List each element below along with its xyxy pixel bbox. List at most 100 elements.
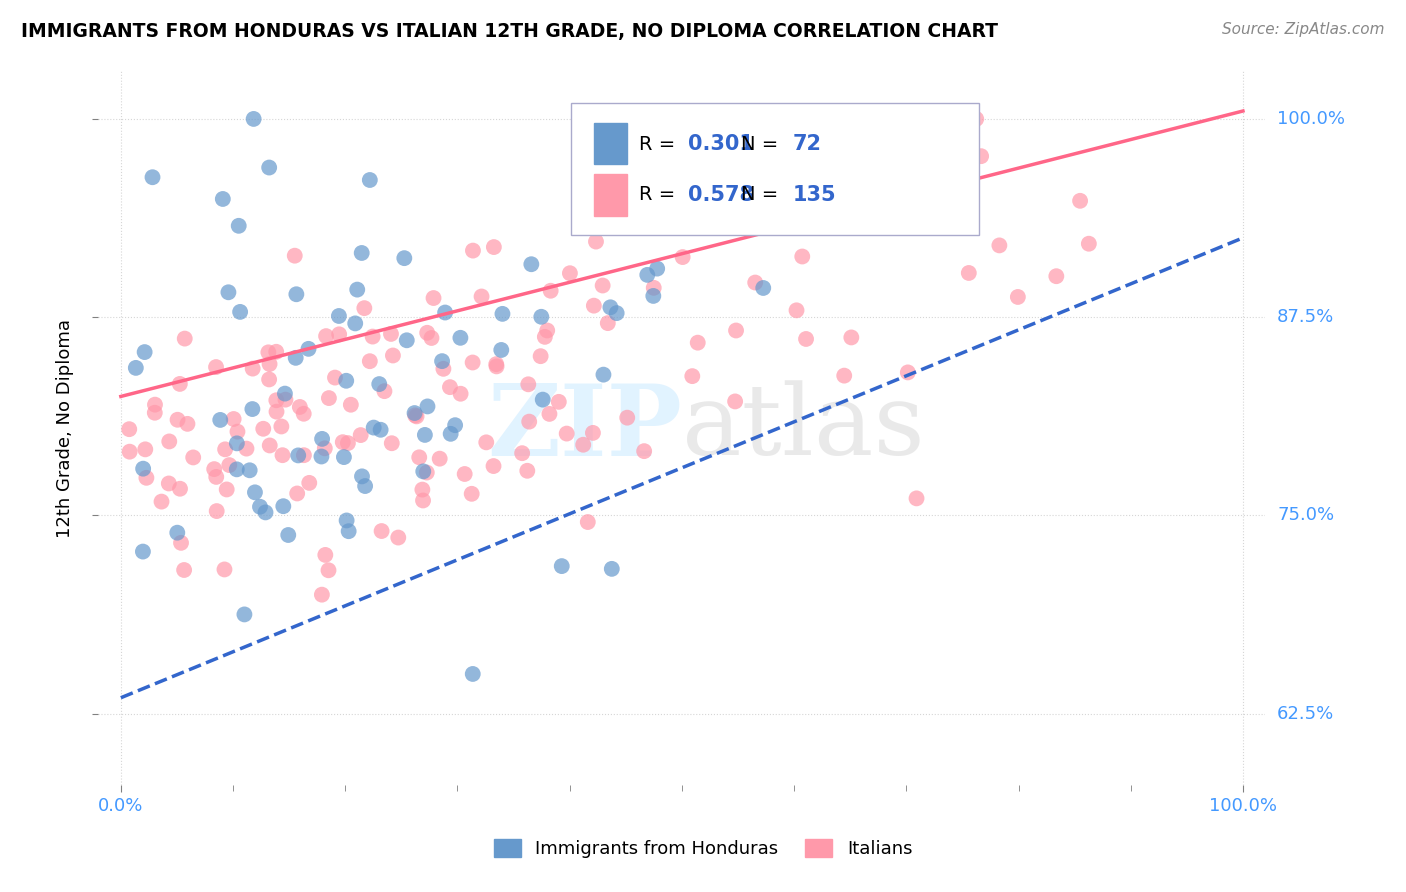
Point bbox=[413, 428, 436, 442]
Point bbox=[242, 361, 264, 376]
Point bbox=[905, 491, 928, 506]
Point bbox=[592, 278, 614, 293]
Point bbox=[724, 394, 747, 409]
Point bbox=[624, 182, 647, 196]
Point bbox=[292, 407, 315, 421]
Point bbox=[274, 392, 297, 407]
Point bbox=[135, 471, 157, 485]
Point bbox=[416, 400, 439, 414]
Point bbox=[243, 485, 266, 500]
Point bbox=[517, 415, 540, 429]
Point bbox=[257, 372, 280, 386]
Point bbox=[173, 563, 195, 577]
Text: 75.0%: 75.0% bbox=[1277, 507, 1334, 524]
Point bbox=[259, 357, 281, 371]
Point bbox=[839, 330, 862, 344]
Point bbox=[222, 412, 245, 426]
Point bbox=[516, 464, 538, 478]
Point bbox=[266, 393, 288, 408]
Text: R =: R = bbox=[638, 135, 682, 153]
Point bbox=[157, 434, 180, 449]
Point bbox=[166, 413, 188, 427]
Point bbox=[585, 235, 607, 249]
Point bbox=[461, 355, 484, 369]
Point bbox=[314, 442, 336, 456]
Point bbox=[336, 436, 359, 450]
Point bbox=[344, 317, 367, 331]
Point bbox=[434, 305, 457, 319]
Point bbox=[340, 398, 363, 412]
Point bbox=[416, 466, 439, 480]
Point bbox=[211, 192, 233, 206]
Point bbox=[404, 409, 426, 423]
Point bbox=[370, 423, 392, 437]
Point bbox=[957, 266, 980, 280]
Point bbox=[274, 386, 297, 401]
Point bbox=[132, 544, 155, 558]
Point bbox=[643, 289, 665, 303]
Point bbox=[616, 410, 638, 425]
Point bbox=[530, 349, 553, 363]
Point bbox=[209, 413, 232, 427]
Point bbox=[582, 425, 605, 440]
Point bbox=[633, 444, 655, 458]
Point bbox=[217, 285, 239, 300]
Text: 0.301: 0.301 bbox=[688, 134, 754, 154]
Point bbox=[405, 409, 427, 424]
Point bbox=[381, 349, 404, 363]
Point bbox=[252, 422, 274, 436]
Point bbox=[285, 486, 308, 500]
Point bbox=[538, 407, 561, 421]
Point bbox=[249, 500, 271, 514]
Point bbox=[430, 354, 453, 368]
Point bbox=[337, 524, 360, 539]
Point bbox=[284, 351, 307, 365]
Point bbox=[606, 306, 628, 320]
Point bbox=[832, 368, 855, 383]
Point bbox=[411, 483, 433, 497]
Point bbox=[599, 301, 621, 315]
Point bbox=[353, 301, 375, 315]
Point bbox=[440, 426, 463, 441]
Point bbox=[173, 332, 195, 346]
Point bbox=[285, 287, 308, 301]
Point bbox=[988, 238, 1011, 252]
Point bbox=[225, 436, 247, 450]
Point bbox=[540, 284, 562, 298]
Text: 62.5%: 62.5% bbox=[1277, 705, 1334, 723]
Point bbox=[314, 548, 336, 562]
Point bbox=[297, 342, 319, 356]
Point bbox=[897, 365, 920, 379]
Point bbox=[475, 435, 498, 450]
Point bbox=[132, 461, 155, 475]
Point bbox=[576, 515, 599, 529]
Point bbox=[860, 184, 883, 198]
Point bbox=[453, 467, 475, 481]
Point bbox=[555, 426, 578, 441]
Text: 72: 72 bbox=[793, 134, 821, 154]
Point bbox=[412, 464, 434, 478]
Point bbox=[118, 444, 141, 458]
Point bbox=[460, 487, 482, 501]
Text: atlas: atlas bbox=[682, 380, 925, 476]
Point bbox=[416, 326, 439, 340]
Point bbox=[118, 422, 141, 436]
Point bbox=[482, 458, 505, 473]
Point bbox=[572, 438, 595, 452]
Text: IMMIGRANTS FROM HONDURAS VS ITALIAN 12TH GRADE, NO DIPLOMA CORRELATION CHART: IMMIGRANTS FROM HONDURAS VS ITALIAN 12TH… bbox=[21, 22, 998, 41]
Point bbox=[673, 180, 696, 194]
Point bbox=[298, 475, 321, 490]
Point bbox=[517, 377, 540, 392]
Point bbox=[485, 359, 508, 374]
Point bbox=[354, 479, 377, 493]
Point bbox=[350, 246, 373, 260]
Point bbox=[491, 343, 513, 357]
Point bbox=[672, 250, 695, 264]
Point bbox=[368, 377, 391, 392]
Point bbox=[332, 435, 354, 450]
Point bbox=[485, 357, 508, 371]
Point bbox=[412, 493, 434, 508]
Point bbox=[520, 257, 543, 271]
Point bbox=[141, 170, 163, 185]
Point bbox=[318, 563, 340, 577]
